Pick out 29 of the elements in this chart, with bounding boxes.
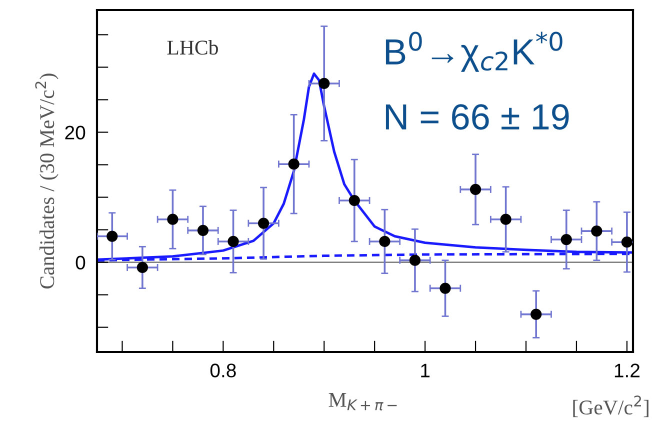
point	[106, 230, 118, 242]
point	[621, 236, 632, 248]
point	[560, 234, 572, 246]
y-tick-label: 0	[76, 256, 86, 270]
annotation: LHCb	[167, 40, 218, 55]
point	[228, 236, 239, 248]
y-axis-title: Candidates / (30 MeV/c$^{2}$)	[35, 74, 58, 288]
point	[470, 184, 482, 196]
y-tick-label: 20	[65, 126, 86, 140]
point	[440, 282, 451, 294]
annotation: N = 66 ± 19	[386, 104, 569, 130]
point	[318, 78, 330, 90]
point	[197, 224, 209, 236]
point	[288, 158, 300, 170]
point	[379, 236, 390, 248]
x-tick-label: 1	[421, 364, 430, 378]
point	[348, 194, 360, 206]
point	[409, 254, 421, 266]
text: [GeV/c$^{2}$]	[573, 396, 648, 418]
point	[591, 226, 602, 237]
point	[500, 214, 512, 225]
x-tick-label: 0.8	[210, 364, 236, 378]
point	[258, 218, 270, 229]
x-axis-title: M$_{K+π−}$	[328, 393, 397, 410]
x-tick-label: 1.2	[614, 364, 640, 378]
point	[136, 262, 148, 274]
annotation: B$^{0}$→χ$_{c2}$K$^{*0}$	[386, 32, 562, 72]
point	[167, 214, 178, 225]
point	[530, 308, 542, 320]
